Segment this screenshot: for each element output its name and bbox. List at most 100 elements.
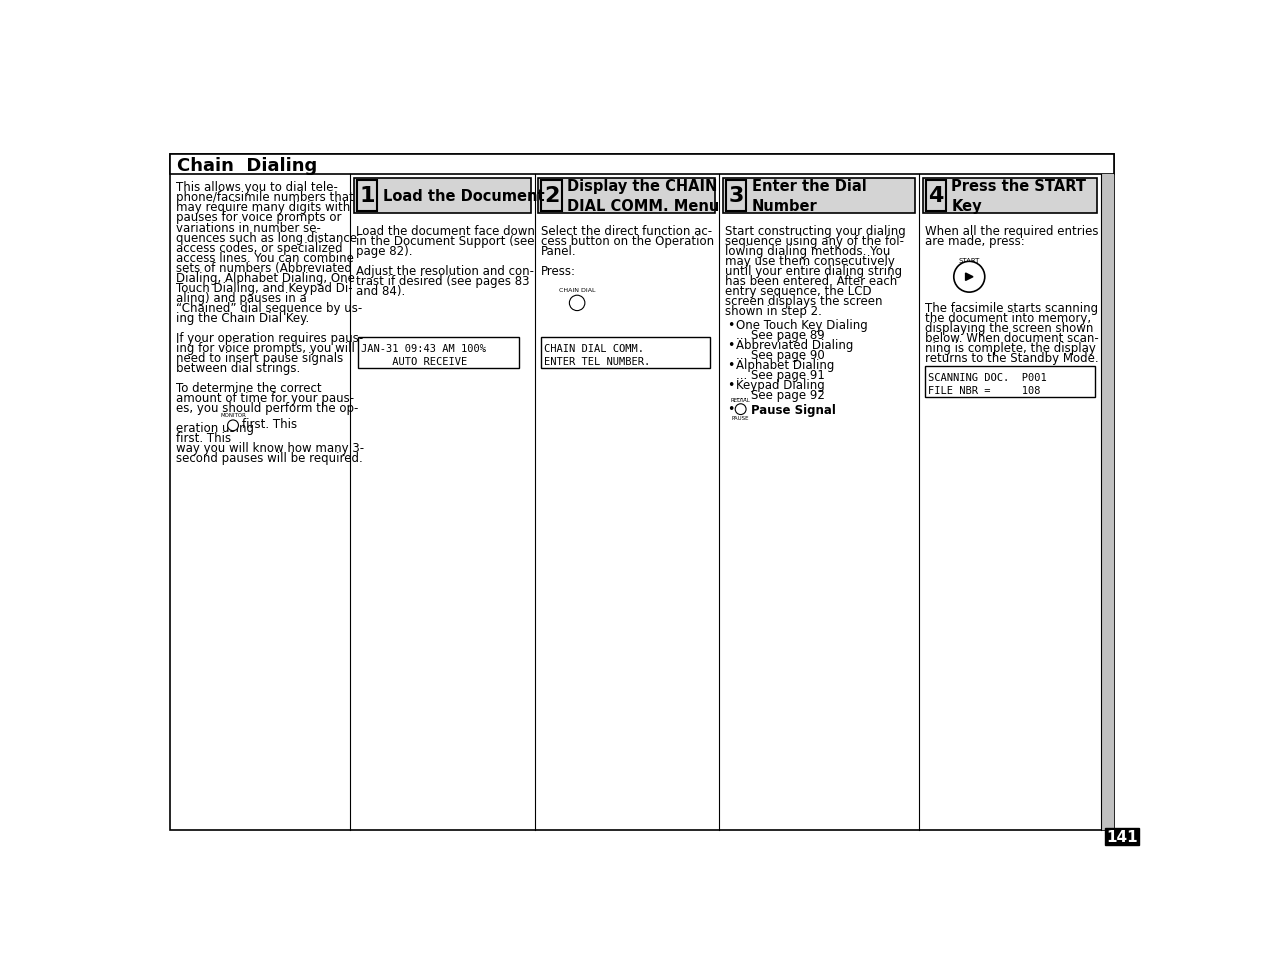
Text: Load the Document: Load the Document: [382, 189, 544, 204]
Text: To determine the correct: To determine the correct: [176, 381, 322, 395]
Text: •: •: [727, 379, 733, 392]
Text: ning is complete, the display: ning is complete, the display: [925, 342, 1096, 355]
Bar: [354, 179, 530, 213]
Text: CHAIN DIAL: CHAIN DIAL: [558, 288, 595, 293]
Bar: [542, 181, 562, 212]
Text: ... See page 92: ... See page 92: [736, 389, 825, 402]
Text: •: •: [727, 359, 733, 372]
Text: If your operation requires paus-: If your operation requires paus-: [176, 332, 364, 344]
Text: and 84).: and 84).: [357, 285, 406, 298]
Text: access lines. You can combine: access lines. You can combine: [176, 252, 354, 264]
Text: quences such as long distance: quences such as long distance: [176, 232, 358, 244]
Text: need to insert pause signals: need to insert pause signals: [176, 352, 344, 364]
Text: entry sequence, the LCD: entry sequence, the LCD: [725, 285, 872, 298]
Bar: [357, 181, 377, 212]
Text: Start constructing your dialing: Start constructing your dialing: [725, 225, 906, 238]
Bar: [170, 154, 1114, 175]
Circle shape: [227, 420, 239, 432]
Text: Pause Signal: Pause Signal: [751, 403, 835, 416]
Bar: [925, 367, 1095, 397]
Text: between dial strings.: between dial strings.: [176, 361, 301, 375]
Polygon shape: [966, 274, 973, 281]
Circle shape: [735, 404, 746, 416]
Text: Keypad Dialing: Keypad Dialing: [736, 379, 825, 392]
Text: eration using: eration using: [176, 421, 255, 435]
Text: •: •: [727, 319, 733, 332]
Bar: [1105, 828, 1140, 845]
Text: ing the Chain Dial Key.: ing the Chain Dial Key.: [176, 312, 310, 324]
Bar: [538, 179, 714, 213]
Text: “Chained” dial sequence by us-: “Chained” dial sequence by us-: [176, 301, 363, 314]
Text: Display the CHAIN
DIAL COMM. Menu: Display the CHAIN DIAL COMM. Menu: [567, 179, 720, 213]
Text: ing for voice prompts, you will: ing for voice prompts, you will: [176, 341, 355, 355]
Text: 141: 141: [1107, 829, 1138, 844]
Text: displaying the screen shown: displaying the screen shown: [925, 322, 1094, 335]
Bar: [926, 181, 945, 212]
Text: first. This: first. This: [176, 432, 231, 444]
Text: 3: 3: [728, 186, 744, 206]
Text: Press the START
Key: Press the START Key: [952, 179, 1086, 213]
Text: ... See page 89: ... See page 89: [736, 329, 825, 342]
Text: Press:: Press:: [541, 265, 576, 278]
Text: phone/facsimile numbers that: phone/facsimile numbers that: [176, 192, 354, 204]
Text: trast if desired (see pages 83: trast if desired (see pages 83: [357, 275, 529, 288]
Text: sequence using any of the fol-: sequence using any of the fol-: [725, 235, 904, 248]
Text: Dialing, Alphabet Dialing, One: Dialing, Alphabet Dialing, One: [176, 272, 355, 284]
Bar: [358, 337, 519, 368]
Text: aling) and pauses in a: aling) and pauses in a: [176, 292, 307, 304]
Text: ... See page 90: ... See page 90: [736, 349, 825, 362]
Text: may require many digits with: may require many digits with: [176, 201, 350, 214]
Text: Alphabet Dialing: Alphabet Dialing: [736, 359, 835, 372]
Text: One Touch Key Dialing: One Touch Key Dialing: [736, 319, 868, 332]
Text: START: START: [958, 257, 980, 264]
Text: returns to the Standby Mode.: returns to the Standby Mode.: [925, 352, 1099, 365]
Text: When all the required entries: When all the required entries: [925, 225, 1099, 238]
Text: shown in step 2.: shown in step 2.: [725, 305, 822, 318]
Text: cess button on the Operation: cess button on the Operation: [541, 235, 714, 248]
Bar: [723, 179, 915, 213]
Text: amount of time for your paus-: amount of time for your paus-: [176, 392, 354, 404]
Text: below. When document scan-: below. When document scan-: [925, 332, 1099, 345]
Text: MONITOR: MONITOR: [220, 413, 246, 417]
Bar: [541, 337, 709, 368]
Text: ... See page 91: ... See page 91: [736, 369, 825, 382]
Text: the document into memory,: the document into memory,: [925, 312, 1091, 325]
Text: The facsimile starts scanning: The facsimile starts scanning: [925, 302, 1098, 315]
Text: PAUSE: PAUSE: [732, 416, 750, 421]
Text: sets of numbers (Abbreviated: sets of numbers (Abbreviated: [176, 261, 353, 274]
Circle shape: [954, 262, 985, 293]
Circle shape: [570, 295, 585, 312]
Text: 2: 2: [544, 186, 560, 206]
Text: until your entire dialing string: until your entire dialing string: [725, 265, 902, 278]
Text: lowing dialing methods. You: lowing dialing methods. You: [725, 245, 891, 258]
Text: has been entered. After each: has been entered. After each: [725, 275, 897, 288]
Text: JAN-31 09:43 AM 100%
     AUTO RECEIVE: JAN-31 09:43 AM 100% AUTO RECEIVE: [360, 344, 486, 366]
Text: Adjust the resolution and con-: Adjust the resolution and con-: [357, 265, 534, 278]
Text: Abbreviated Dialing: Abbreviated Dialing: [736, 339, 853, 352]
Text: SCANNING DOC.  P001
FILE NBR =     108: SCANNING DOC. P001 FILE NBR = 108: [928, 373, 1047, 395]
Text: •: •: [727, 403, 733, 416]
Text: 1: 1: [359, 186, 374, 206]
Text: screen displays the screen: screen displays the screen: [725, 295, 883, 308]
Text: second pauses will be required.: second pauses will be required.: [176, 452, 363, 464]
Text: way you will know how many 3-: way you will know how many 3-: [176, 441, 364, 455]
Bar: [923, 179, 1098, 213]
Text: Enter the Dial
Number: Enter the Dial Number: [751, 179, 867, 213]
Text: are made, press:: are made, press:: [925, 235, 1025, 248]
Text: may use them consecutively: may use them consecutively: [725, 255, 895, 268]
Text: CHAIN DIAL COMM.
ENTER TEL NUMBER.: CHAIN DIAL COMM. ENTER TEL NUMBER.: [544, 344, 650, 366]
Bar: [726, 181, 746, 212]
Text: page 82).: page 82).: [357, 245, 412, 258]
Text: REDIAL: REDIAL: [731, 397, 750, 403]
Text: Select the direct function ac-: Select the direct function ac-: [541, 225, 712, 238]
Text: Touch Dialing, and Keypad Di-: Touch Dialing, and Keypad Di-: [176, 281, 353, 294]
Text: 4: 4: [928, 186, 944, 206]
Text: Chain  Dialing: Chain Dialing: [178, 156, 317, 174]
Text: pauses for voice prompts or: pauses for voice prompts or: [176, 212, 341, 224]
Text: Load the document face down: Load the document face down: [357, 225, 536, 238]
Text: Panel.: Panel.: [541, 245, 576, 258]
Text: This allows you to dial tele-: This allows you to dial tele-: [176, 181, 339, 194]
Text: •: •: [727, 339, 733, 352]
Text: es, you should perform the op-: es, you should perform the op-: [176, 401, 359, 415]
Text: access codes, or specialized: access codes, or specialized: [176, 241, 343, 254]
